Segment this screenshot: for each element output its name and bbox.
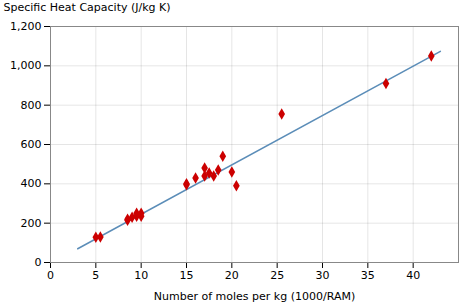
- svg-text:35: 35: [361, 269, 375, 282]
- svg-text:800: 800: [21, 99, 42, 112]
- svg-text:0: 0: [47, 269, 54, 282]
- svg-text:200: 200: [21, 217, 42, 230]
- svg-text:Specific Heat Capacity (J/kg K: Specific Heat Capacity (J/kg K): [4, 1, 171, 14]
- svg-text:10: 10: [134, 269, 148, 282]
- svg-text:0: 0: [35, 256, 42, 269]
- svg-text:600: 600: [21, 138, 42, 151]
- svg-text:1,200: 1,200: [10, 20, 42, 33]
- svg-text:40: 40: [406, 269, 420, 282]
- svg-text:Number of moles per kg (1000/R: Number of moles per kg (1000/RAM): [154, 290, 355, 302]
- svg-text:1,000: 1,000: [10, 59, 42, 72]
- svg-text:30: 30: [316, 269, 330, 282]
- svg-text:15: 15: [180, 269, 194, 282]
- svg-text:25: 25: [270, 269, 284, 282]
- svg-text:20: 20: [225, 269, 239, 282]
- svg-text:400: 400: [21, 177, 42, 190]
- svg-text:5: 5: [92, 269, 99, 282]
